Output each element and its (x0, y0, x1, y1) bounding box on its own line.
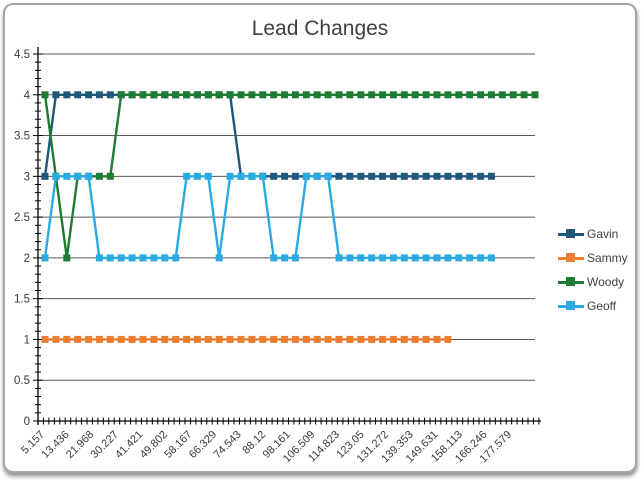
svg-text:0: 0 (24, 416, 30, 428)
svg-text:3: 3 (24, 171, 30, 183)
svg-text:1.5: 1.5 (14, 294, 30, 306)
chart-title: Lead Changes (251, 17, 389, 40)
svg-text:3.5: 3.5 (14, 131, 30, 143)
chart-plot-area[interactable]: 4.543.532.521.510.505.15713.43621.96830.… (5, 5, 641, 467)
legend-label-gavin: Gavin (587, 226, 619, 241)
gavin-legend-marker-icon (558, 228, 584, 239)
svg-text:4.5: 4.5 (14, 49, 30, 61)
legend-item-geoff[interactable]: Geoff (558, 293, 634, 317)
legend-item-sammy[interactable]: Sammy (558, 245, 634, 269)
geoff-legend-marker-icon (558, 300, 584, 311)
sammy-legend-marker-icon (558, 252, 584, 263)
chart-window-frame: Lead Changes 4.5 4 3.5 3 2.5 2 1.5 1 0.5 0 5.157 13… (3, 3, 637, 473)
svg-text:4: 4 (24, 90, 31, 102)
svg-text:1: 1 (24, 334, 30, 346)
svg-text:74.543: 74.543 (211, 429, 243, 461)
legend-label-sammy: Sammy (587, 250, 628, 265)
svg-text:2.5: 2.5 (14, 212, 30, 224)
legend-item-woody[interactable]: Woody (558, 269, 634, 293)
legend-label-geoff: Geoff (587, 298, 617, 313)
legend-label-woody: Woody (587, 274, 625, 289)
woody-legend-marker-icon (558, 276, 584, 287)
legend-item-gavin[interactable]: Gavin (558, 221, 634, 245)
svg-text:2: 2 (24, 253, 30, 265)
chart-legend: Gavin Sammy Woody Geoff (558, 221, 634, 317)
svg-text:0.5: 0.5 (14, 375, 30, 387)
